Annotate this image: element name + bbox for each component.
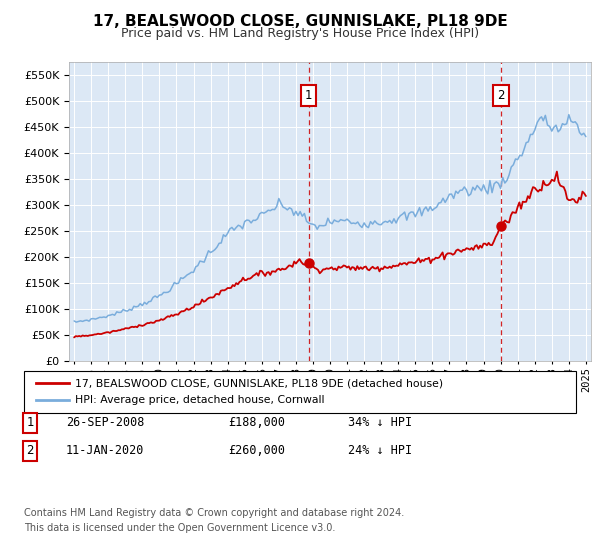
Text: HPI: Average price, detached house, Cornwall: HPI: Average price, detached house, Corn… [75,395,325,405]
Text: Contains HM Land Registry data © Crown copyright and database right 2024.: Contains HM Land Registry data © Crown c… [24,508,404,518]
Text: £260,000: £260,000 [228,444,285,458]
Text: 26-SEP-2008: 26-SEP-2008 [66,416,145,430]
Text: 2: 2 [497,89,505,102]
Text: 34% ↓ HPI: 34% ↓ HPI [348,416,412,430]
Text: 24% ↓ HPI: 24% ↓ HPI [348,444,412,458]
Text: 17, BEALSWOOD CLOSE, GUNNISLAKE, PL18 9DE: 17, BEALSWOOD CLOSE, GUNNISLAKE, PL18 9D… [92,14,508,29]
Text: 11-JAN-2020: 11-JAN-2020 [66,444,145,458]
Text: 2: 2 [26,444,34,458]
Text: 17, BEALSWOOD CLOSE, GUNNISLAKE, PL18 9DE (detached house): 17, BEALSWOOD CLOSE, GUNNISLAKE, PL18 9D… [75,378,443,388]
Text: Price paid vs. HM Land Registry's House Price Index (HPI): Price paid vs. HM Land Registry's House … [121,27,479,40]
Text: 1: 1 [305,89,312,102]
Text: 1: 1 [26,416,34,430]
Text: £188,000: £188,000 [228,416,285,430]
Text: This data is licensed under the Open Government Licence v3.0.: This data is licensed under the Open Gov… [24,523,335,533]
